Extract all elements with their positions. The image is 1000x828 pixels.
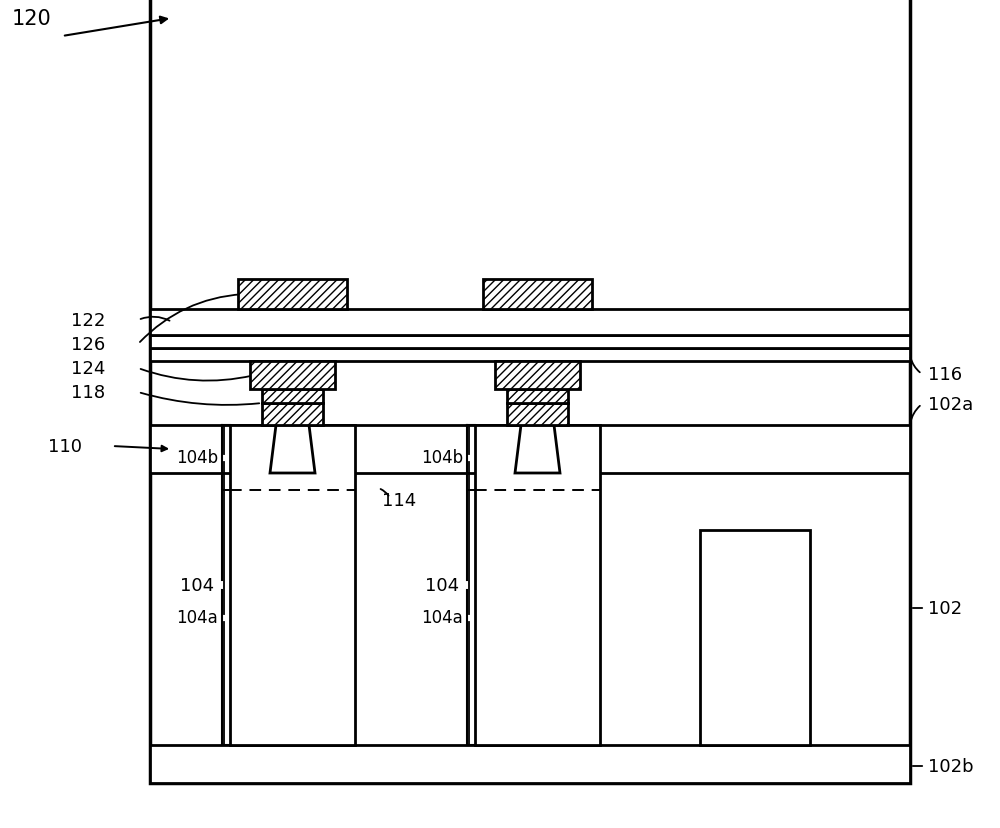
Text: 104: 104 (180, 576, 214, 595)
Text: 102b: 102b (928, 757, 974, 775)
Text: 114: 114 (382, 491, 416, 509)
Text: 102a: 102a (928, 396, 973, 413)
Text: 124: 124 (71, 359, 105, 378)
Bar (700, 531, 810, 745)
Bar (507, 403, 568, 426)
Bar (150, 335, 910, 349)
Text: 102: 102 (928, 599, 962, 617)
Bar (250, 362, 335, 389)
Text: 104a: 104a (176, 609, 218, 627)
Bar (262, 403, 323, 426)
Bar (150, 745, 910, 783)
Bar (262, 389, 323, 403)
Bar (150, 310, 910, 335)
Text: 122: 122 (71, 311, 105, 330)
Polygon shape (270, 426, 315, 474)
Text: 104b: 104b (176, 449, 218, 467)
Bar (230, 426, 355, 745)
Polygon shape (515, 426, 560, 474)
Text: 116: 116 (928, 365, 962, 383)
Text: 104: 104 (425, 576, 459, 595)
Bar (150, 0, 910, 783)
Bar (150, 426, 910, 474)
Text: 120: 120 (12, 9, 52, 29)
Text: 118: 118 (71, 383, 105, 402)
Bar (238, 280, 347, 310)
Bar (483, 280, 592, 310)
Bar (475, 426, 600, 745)
Bar (507, 389, 568, 403)
Text: 104a: 104a (421, 609, 463, 627)
Bar (495, 362, 580, 389)
Text: 104b: 104b (421, 449, 463, 467)
Text: 110: 110 (48, 437, 82, 455)
Text: 126: 126 (71, 335, 105, 354)
Bar (150, 349, 910, 362)
